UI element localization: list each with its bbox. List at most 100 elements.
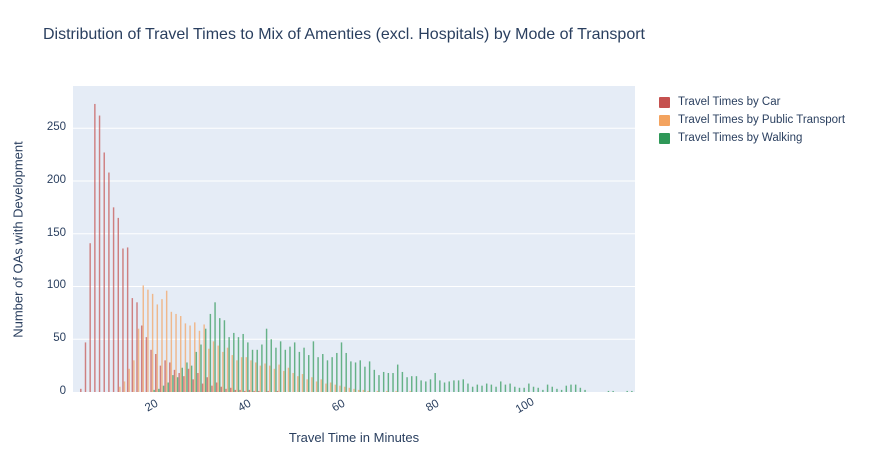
histogram-bar[interactable] — [94, 103, 96, 392]
histogram-bar[interactable] — [626, 390, 628, 392]
histogram-bar[interactable] — [195, 351, 198, 392]
histogram-bar[interactable] — [165, 290, 168, 392]
histogram-bar[interactable] — [528, 383, 530, 392]
histogram-bar[interactable] — [532, 386, 535, 392]
histogram-bar[interactable] — [570, 384, 572, 392]
histogram-bar[interactable] — [89, 243, 91, 392]
histogram-bar[interactable] — [123, 381, 126, 392]
histogram-bar[interactable] — [317, 357, 319, 392]
histogram-bar[interactable] — [376, 390, 379, 392]
histogram-bar[interactable] — [137, 328, 140, 392]
histogram-bar[interactable] — [242, 333, 244, 392]
histogram-bar[interactable] — [631, 390, 633, 392]
histogram-bar[interactable] — [128, 368, 130, 392]
histogram-bar[interactable] — [509, 383, 511, 392]
histogram-bar[interactable] — [204, 328, 207, 392]
histogram-bar[interactable] — [253, 390, 255, 392]
histogram-bar[interactable] — [303, 347, 305, 392]
histogram-bar[interactable] — [364, 366, 366, 392]
histogram-bar[interactable] — [308, 355, 310, 392]
histogram-bar[interactable] — [579, 387, 582, 392]
histogram-bar[interactable] — [84, 342, 87, 392]
histogram-bar[interactable] — [476, 384, 479, 392]
histogram-bar[interactable] — [518, 387, 521, 392]
histogram-bar[interactable] — [108, 172, 110, 392]
histogram-bar[interactable] — [244, 390, 246, 392]
histogram-bar[interactable] — [387, 373, 390, 392]
histogram-bar[interactable] — [155, 354, 157, 392]
histogram-bar[interactable] — [329, 382, 332, 393]
histogram-bar[interactable] — [126, 247, 129, 392]
histogram-bar[interactable] — [293, 342, 296, 392]
histogram-bar[interactable] — [448, 381, 450, 392]
histogram-bar[interactable] — [190, 365, 193, 392]
histogram-bar[interactable] — [278, 364, 280, 392]
histogram-bar[interactable] — [453, 380, 455, 392]
histogram-bar[interactable] — [359, 360, 361, 392]
histogram-bar[interactable] — [284, 349, 287, 392]
histogram-bar[interactable] — [228, 337, 230, 392]
histogram-bar[interactable] — [336, 352, 338, 392]
histogram-bar[interactable] — [178, 373, 180, 392]
histogram-bar[interactable] — [396, 364, 399, 392]
histogram-bar[interactable] — [151, 293, 154, 392]
histogram-bar[interactable] — [103, 152, 105, 392]
histogram-bar[interactable] — [495, 386, 497, 392]
histogram-bar[interactable] — [353, 388, 355, 392]
histogram-bar[interactable] — [542, 389, 544, 392]
histogram-bar[interactable] — [292, 373, 294, 392]
histogram-bar[interactable] — [251, 349, 254, 392]
histogram-bar[interactable] — [334, 384, 336, 392]
histogram-bar[interactable] — [254, 362, 257, 392]
histogram-bar[interactable] — [386, 390, 388, 392]
histogram-bar[interactable] — [192, 379, 194, 392]
histogram-bar[interactable] — [145, 337, 148, 392]
histogram-bar[interactable] — [206, 377, 208, 392]
histogram-bar[interactable] — [584, 389, 586, 392]
histogram-bar[interactable] — [264, 363, 266, 392]
histogram-bar[interactable] — [156, 304, 159, 392]
histogram-bar[interactable] — [340, 342, 343, 392]
histogram-bar[interactable] — [457, 380, 460, 392]
histogram-bar[interactable] — [258, 390, 260, 392]
histogram-bar[interactable] — [612, 390, 614, 392]
histogram-bar[interactable] — [471, 386, 474, 392]
histogram-bar[interactable] — [523, 387, 525, 392]
histogram-bar[interactable] — [320, 379, 322, 392]
histogram-bar[interactable] — [112, 207, 115, 392]
histogram-bar[interactable] — [240, 357, 243, 392]
histogram-bar[interactable] — [176, 377, 179, 392]
histogram-bar[interactable] — [167, 382, 169, 393]
histogram-bar[interactable] — [212, 341, 215, 392]
histogram-bar[interactable] — [122, 248, 124, 393]
histogram-bar[interactable] — [607, 390, 610, 392]
histogram-bar[interactable] — [133, 360, 135, 392]
histogram-bar[interactable] — [142, 285, 144, 392]
histogram-bar[interactable] — [306, 379, 308, 392]
histogram-bar[interactable] — [248, 389, 251, 392]
histogram-bar[interactable] — [158, 388, 160, 392]
histogram-bar[interactable] — [325, 383, 327, 392]
histogram-bar[interactable] — [236, 360, 238, 392]
histogram-bar[interactable] — [345, 352, 347, 392]
legend-item-2[interactable]: Travel Times by Walking — [659, 129, 845, 147]
histogram-bar[interactable] — [200, 344, 202, 392]
histogram-bar[interactable] — [348, 387, 351, 392]
histogram-bar[interactable] — [189, 325, 191, 392]
histogram-bar[interactable] — [537, 387, 539, 392]
histogram-bar[interactable] — [211, 385, 213, 392]
histogram-bar[interactable] — [357, 389, 360, 392]
histogram-bar[interactable] — [367, 390, 369, 392]
histogram-bar[interactable] — [215, 382, 218, 393]
histogram-bar[interactable] — [198, 330, 201, 392]
histogram-bar[interactable] — [275, 347, 277, 392]
histogram-bar[interactable] — [467, 383, 469, 392]
histogram-bar[interactable] — [411, 376, 413, 392]
histogram-bar[interactable] — [551, 386, 553, 392]
plot-area[interactable] — [73, 86, 635, 392]
histogram-bar[interactable] — [203, 324, 205, 392]
histogram-bar[interactable] — [574, 384, 577, 392]
histogram-bar[interactable] — [406, 377, 408, 392]
histogram-bar[interactable] — [382, 371, 385, 392]
histogram-bar[interactable] — [239, 389, 241, 392]
